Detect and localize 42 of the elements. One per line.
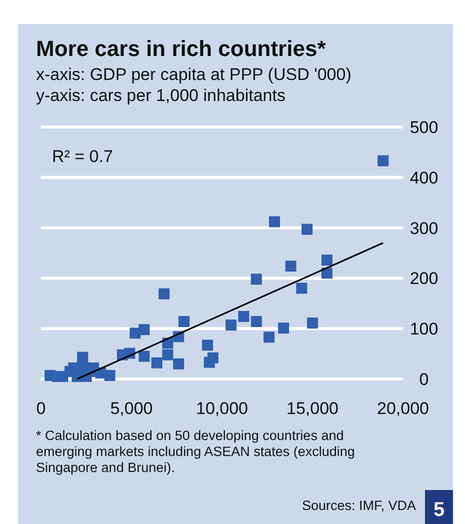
x-tick-label: 0 [36,399,46,418]
y-tick-label: 400 [410,168,438,188]
point [302,224,313,235]
point [44,370,56,381]
point [173,358,184,370]
x-tick-label: 5,000 [110,399,153,418]
point [268,216,280,228]
point [321,254,332,266]
x-tick-label: 15,000 [286,399,338,418]
point [138,350,150,362]
chart-subtitle: x-axis: GDP per capita at PPP (USD '000) y-axis: cars per 1,000 inhabitants [36,65,352,105]
source-note: Sources: IMF, VDA [302,498,416,513]
y-tick-label: 500 [410,118,438,137]
text: * Calculation based on 50 developing countries and emerging markets including ASEAN states (excluding Singapore and Brunei). [36,428,355,475]
point [204,356,215,368]
point [178,316,190,328]
chart-title: More cars in rich countries* [36,36,326,61]
point [151,357,162,368]
point [285,260,296,272]
y-tick-label: 100 [410,320,438,339]
point [250,316,262,328]
point [296,282,308,294]
point [202,340,214,351]
y-tick-label: 0 [419,370,429,389]
point [158,288,170,300]
annotation: R² = 0.7 [52,147,113,166]
y-tick-label: 200 [410,269,438,288]
x-tick-label: 10,000 [196,399,248,418]
point [77,360,88,372]
point [321,268,332,279]
point [378,155,389,166]
point [238,311,250,322]
x-tick-label: 20,000 [377,399,429,418]
y-tick-label: 300 [410,218,438,238]
point [250,274,262,285]
point [226,320,237,331]
point [162,349,174,360]
point [130,328,141,339]
point [264,332,275,343]
text: 5 [433,499,445,521]
point [278,322,290,334]
point [307,318,318,329]
